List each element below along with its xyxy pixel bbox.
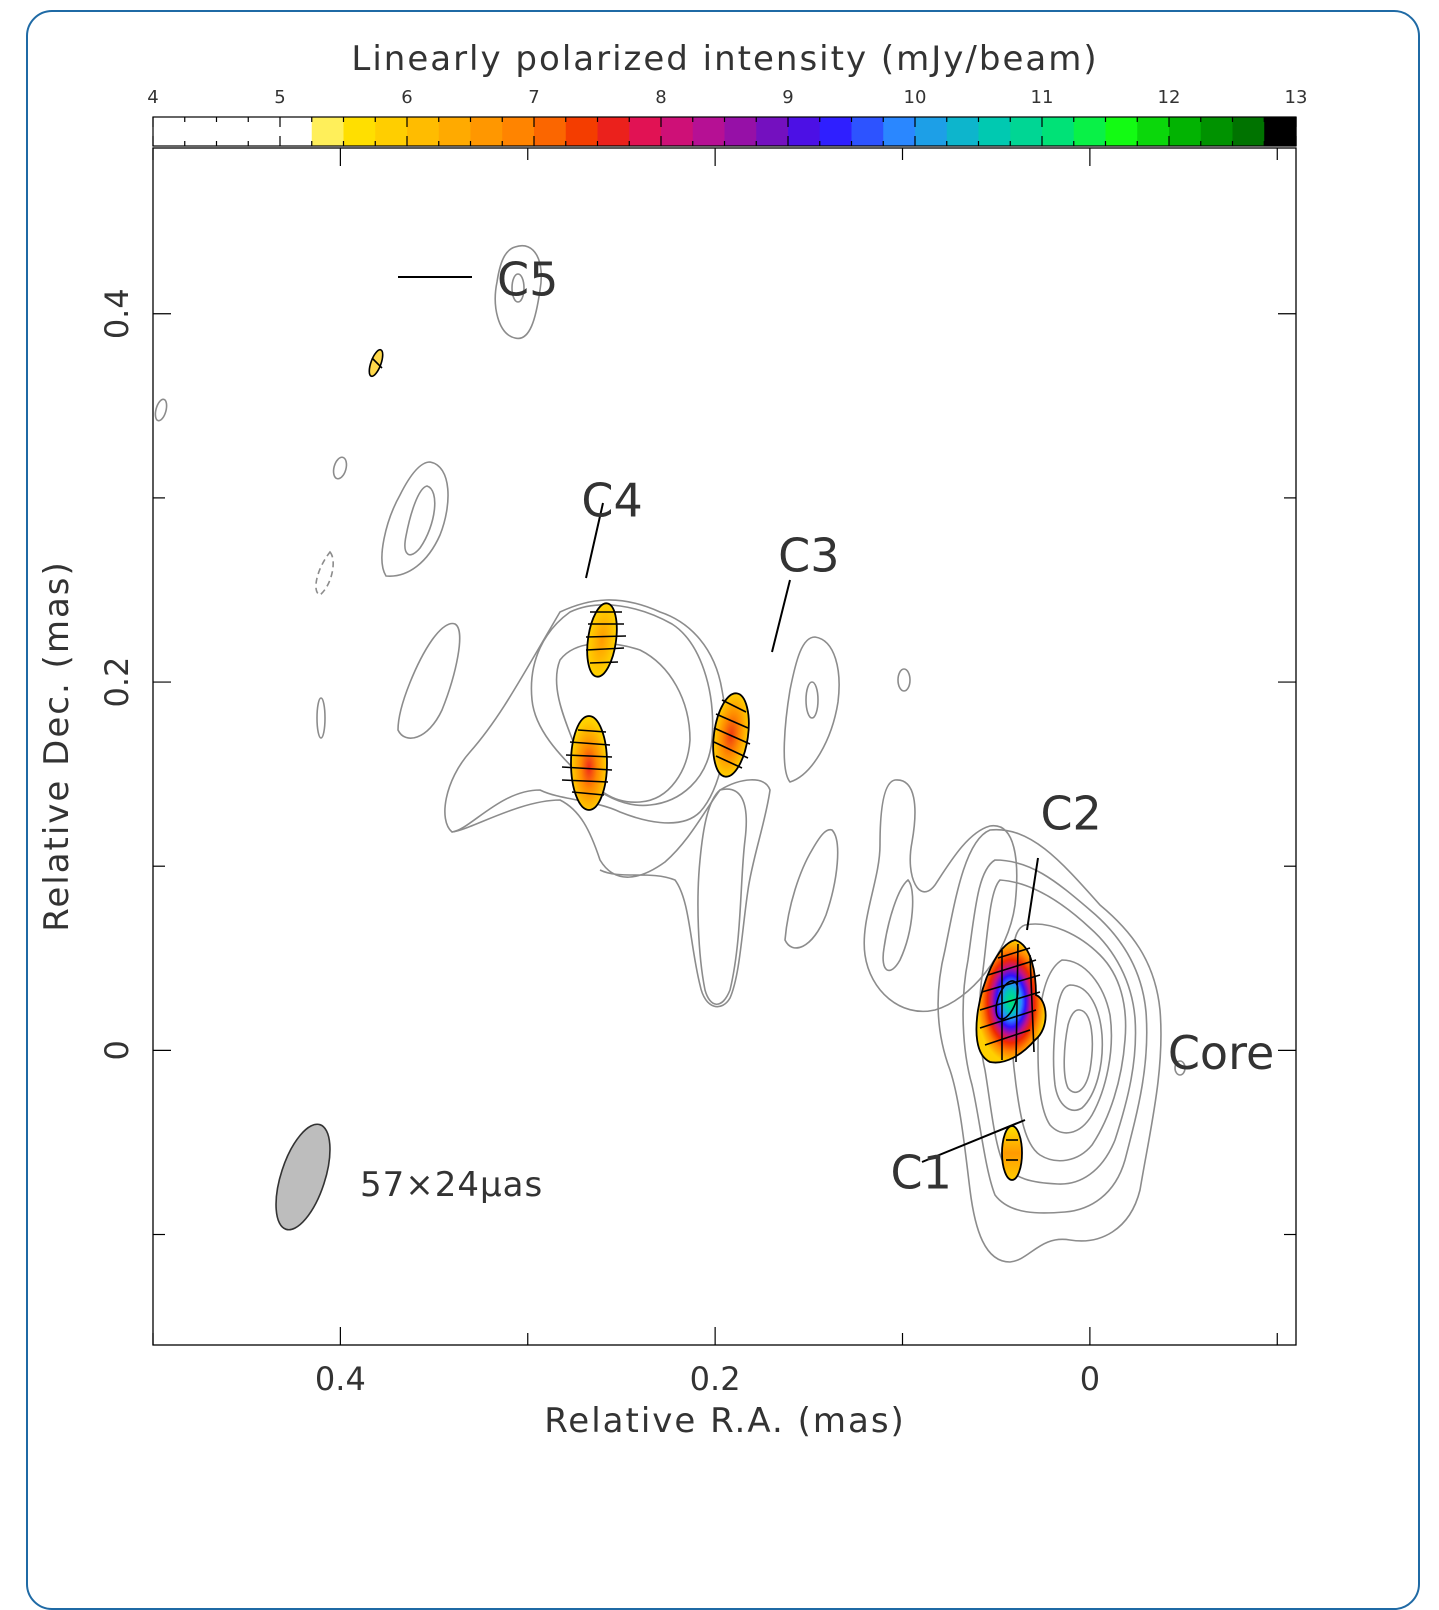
colorbar-segment xyxy=(375,117,408,146)
colorbar-tick-label: 12 xyxy=(1158,87,1181,108)
colorbar-segment xyxy=(343,117,376,146)
colorbar-segment xyxy=(724,117,757,146)
colorbar-segment xyxy=(407,117,440,146)
colorbar-title: Linearly polarized intensity (mJy/beam) xyxy=(351,39,1098,79)
colorbar-segment xyxy=(692,117,726,146)
component-label-c2: C2 xyxy=(1040,786,1101,840)
colorbar-segment xyxy=(1232,117,1265,146)
colorbar-segment xyxy=(248,117,281,146)
colorbar-segment xyxy=(1169,117,1202,146)
patch-c4-upper xyxy=(586,602,618,678)
component-label-core: Core xyxy=(1168,1026,1274,1080)
colorbar-segment xyxy=(946,117,980,146)
colorbar-segment xyxy=(819,117,853,146)
colorbar-segment xyxy=(1105,117,1138,146)
colorbar-segment xyxy=(184,117,218,146)
beam-ellipse-group: 57×24μas xyxy=(275,1123,543,1231)
y-tick-label: 0.2 xyxy=(98,657,136,708)
colorbar-segment xyxy=(883,117,916,146)
colorbar-segment xyxy=(1264,117,1297,146)
component-label-c5: C5 xyxy=(497,252,558,306)
colorbar-segment xyxy=(788,117,821,146)
x-tick-labels: 0.4 0.2 0 xyxy=(315,1360,1100,1398)
y-tick-labels: 0.4 0.2 0 xyxy=(98,288,136,1060)
x-tick-label: 0 xyxy=(1080,1360,1100,1398)
x-axis-label: Relative R.A. (mas) xyxy=(544,1401,906,1441)
patch-c2-inner xyxy=(995,980,1019,1020)
axis-ticks xyxy=(152,148,1296,1345)
patch-c1 xyxy=(1001,1125,1023,1181)
colorbar-segment xyxy=(311,117,345,146)
colorbar-tick-labels: 4 5 6 7 8 9 10 11 12 13 xyxy=(147,87,1307,108)
component-labels: C5 C4 C3 C2 Core C1 xyxy=(497,252,1274,1199)
colorbar-tick-label: 5 xyxy=(274,87,285,108)
colorbar-segment xyxy=(470,117,503,146)
colorbar-segment xyxy=(1137,117,1170,146)
colorbar-segment xyxy=(978,117,1011,146)
plot-frame xyxy=(152,147,1297,1346)
colorbar-segment xyxy=(629,117,662,146)
colorbar-segment xyxy=(502,117,535,146)
colorbar-tick-label: 10 xyxy=(904,87,927,108)
colorbar-segment xyxy=(1010,117,1043,146)
component-label-c1: C1 xyxy=(891,1145,952,1199)
colorbar-segment xyxy=(1200,117,1234,146)
colorbar xyxy=(152,116,1297,147)
colorbar-segment xyxy=(280,117,313,146)
y-axis-label: Relative Dec. (mas) xyxy=(37,560,77,932)
x-tick-label: 0.4 xyxy=(315,1360,366,1398)
colorbar-segment xyxy=(565,117,599,146)
component-label-c4: C4 xyxy=(581,473,642,527)
intensity-contours xyxy=(154,244,1186,1263)
colorbar-segment xyxy=(851,117,884,146)
colorbar-tick-label: 9 xyxy=(782,87,793,108)
colorbar-segment xyxy=(1073,117,1107,146)
beam-label: 57×24μas xyxy=(360,1165,543,1205)
colorbar-tick-label: 11 xyxy=(1031,87,1054,108)
colorbar-tick-label: 13 xyxy=(1285,87,1308,108)
colorbar-segment xyxy=(597,117,630,146)
polarization-map-chart: Linearly polarized intensity (mJy/beam) … xyxy=(37,39,1307,1441)
colorbar-segment xyxy=(915,117,948,146)
patch-c4-lower xyxy=(570,715,608,811)
colorbar-segment xyxy=(153,117,186,146)
y-tick-label: 0.4 xyxy=(98,288,136,339)
component-label-c3: C3 xyxy=(778,529,839,583)
colorbar-segment xyxy=(534,117,567,146)
colorbar-tick-label: 6 xyxy=(401,87,412,108)
evpa-vectors xyxy=(371,357,1041,1161)
x-tick-label: 0.2 xyxy=(690,1360,741,1398)
component-leaders xyxy=(398,276,1039,1163)
colorbar-segment xyxy=(216,117,249,146)
y-tick-label: 0 xyxy=(98,1040,136,1060)
colorbar-segment xyxy=(661,117,694,146)
colorbar-segment xyxy=(756,117,789,146)
colorbar-tick-label: 4 xyxy=(147,87,158,108)
colorbar-tick-label: 7 xyxy=(528,87,539,108)
beam-ellipse xyxy=(275,1123,331,1231)
colorbar-segment xyxy=(1042,117,1075,146)
colorbar-tick-label: 8 xyxy=(655,87,666,108)
colorbar-segment xyxy=(438,117,472,146)
